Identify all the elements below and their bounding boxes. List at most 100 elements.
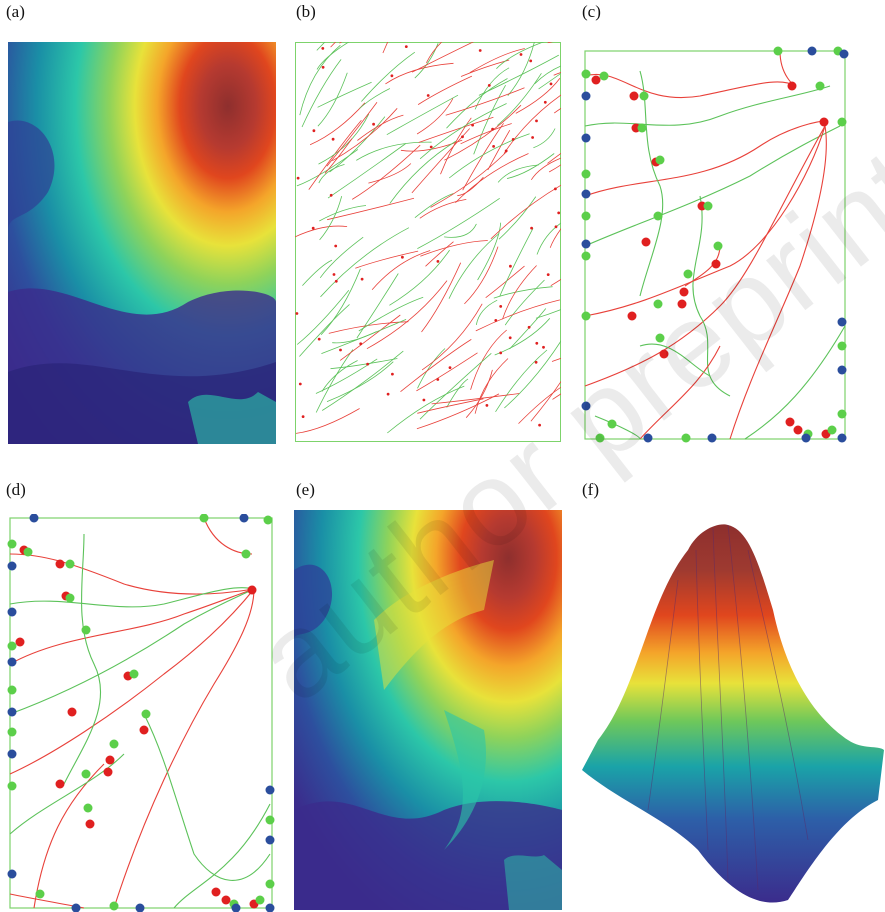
network-curve <box>317 81 372 108</box>
network-curve <box>366 280 448 350</box>
network-curve <box>328 321 409 334</box>
network-curve <box>382 42 389 54</box>
network-curve <box>550 278 561 287</box>
network-curve <box>446 378 469 408</box>
network-curve <box>385 62 454 85</box>
network-node <box>529 59 533 63</box>
network-curve <box>485 265 525 299</box>
network-curve <box>534 65 561 85</box>
network-curve <box>448 133 530 179</box>
network-curve <box>319 205 367 222</box>
network-curve <box>387 385 465 434</box>
network-curve <box>533 128 556 149</box>
network-curve <box>414 193 454 219</box>
network-curve <box>389 140 457 204</box>
network-curve <box>416 393 500 430</box>
network-node <box>531 136 534 139</box>
network-node <box>436 260 440 263</box>
heightmap-panel-e <box>294 510 562 910</box>
network-curve <box>358 296 424 332</box>
graph-panel-b <box>295 42 561 442</box>
network-node <box>509 264 512 268</box>
network-curve <box>330 358 398 370</box>
network-node <box>534 360 538 364</box>
network-curve <box>332 108 398 162</box>
network-curve <box>308 119 362 190</box>
network-curve <box>351 144 421 200</box>
network-curve <box>477 222 502 281</box>
network-curve <box>503 94 561 154</box>
network-curve <box>302 259 333 286</box>
panel-label-a: (a) <box>6 2 25 21</box>
network-curve <box>538 72 561 90</box>
network-curve <box>320 268 361 335</box>
network-curve <box>462 123 504 191</box>
network-curve <box>535 309 561 319</box>
network-node <box>429 145 433 149</box>
network-curve <box>386 94 459 136</box>
network-curve <box>356 273 399 339</box>
network-curve <box>299 304 350 357</box>
network-curve <box>552 393 561 400</box>
network-curve <box>465 369 493 418</box>
network-curve <box>445 87 525 116</box>
network-curve <box>416 98 454 135</box>
network-curve <box>464 246 499 305</box>
network-node <box>334 244 338 248</box>
network-curve <box>339 314 401 361</box>
network-node <box>295 312 299 315</box>
network-node <box>372 122 375 126</box>
network-node <box>436 378 440 381</box>
network-curve <box>400 339 472 393</box>
network-curve <box>368 163 412 184</box>
network-node <box>557 211 561 215</box>
network-node <box>499 305 503 308</box>
network-node <box>448 366 452 369</box>
network-curve <box>549 228 561 248</box>
network-curve <box>474 67 510 110</box>
network-curve <box>490 184 561 240</box>
network-node <box>386 392 390 396</box>
network-node <box>321 65 325 69</box>
network-curve <box>460 123 512 145</box>
network-curve <box>530 380 561 422</box>
panel-label-b: (b) <box>296 2 316 21</box>
network-node <box>301 415 305 418</box>
network-node <box>360 277 364 281</box>
network-node <box>391 372 394 376</box>
network-curve <box>324 138 353 174</box>
network-curve <box>426 42 443 63</box>
node-group-c <box>581 46 849 443</box>
network-node <box>527 325 531 329</box>
network-curve <box>547 152 561 164</box>
network-node <box>426 94 430 97</box>
network-curve <box>425 241 454 267</box>
network-curve <box>499 228 534 297</box>
network-curve <box>473 84 506 155</box>
graph-panel-d <box>7 514 275 912</box>
network-node <box>485 404 489 407</box>
network-curve <box>475 299 560 332</box>
network-curve <box>318 164 345 184</box>
network-curve <box>417 75 473 105</box>
network-node <box>519 53 523 56</box>
network-curve <box>444 223 477 238</box>
network-node <box>543 100 547 104</box>
network-curve <box>457 176 484 197</box>
network-node <box>461 135 464 139</box>
network-curve <box>317 72 348 127</box>
network-curve <box>498 196 537 240</box>
network-node <box>508 336 512 340</box>
network-curve <box>487 129 511 171</box>
network-curve <box>417 398 484 414</box>
network-curve <box>504 340 561 409</box>
network-curve <box>475 299 498 325</box>
network-curve <box>355 250 419 269</box>
dense-curve-group <box>295 42 561 434</box>
network-node <box>317 337 321 341</box>
network-node <box>401 255 404 259</box>
network-node <box>329 193 333 197</box>
network-curve <box>470 329 507 390</box>
network-curve <box>411 42 474 73</box>
panel-label-e: (e) <box>296 480 315 499</box>
